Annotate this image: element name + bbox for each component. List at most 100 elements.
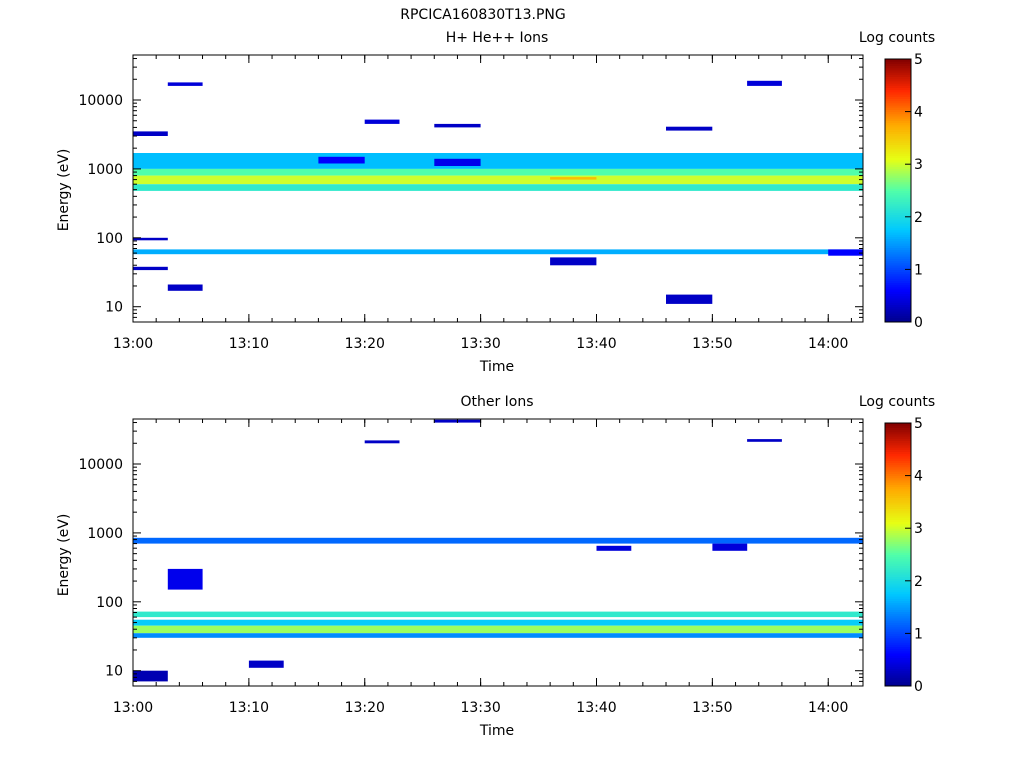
colorbar-label: Log counts <box>859 394 935 410</box>
heatmap-cell <box>133 168 863 176</box>
colorbar-label: Log counts <box>859 30 935 46</box>
colorbar-segment <box>885 168 911 172</box>
colorbar-segment <box>885 458 911 461</box>
heatmap-cell <box>550 177 597 180</box>
colorbar-segment <box>885 552 911 555</box>
colorbar-segment <box>885 192 911 196</box>
colorbar-segment <box>885 179 911 183</box>
colorbar-segment <box>885 124 911 128</box>
colorbar-segment <box>885 205 911 209</box>
y-tick-label: 100 <box>96 595 123 611</box>
colorbar-segment <box>885 153 911 156</box>
colorbar-tick-label: 2 <box>914 574 923 590</box>
colorbar-tick-label: 4 <box>914 105 923 121</box>
colorbar-segment <box>885 444 911 448</box>
colorbar-segment <box>885 247 911 251</box>
colorbar-segment <box>885 78 911 82</box>
x-tick-label: 13:30 <box>460 336 500 352</box>
colorbar-segment <box>885 664 911 667</box>
colorbar-segment <box>885 280 911 284</box>
colorbar-segment <box>885 438 911 442</box>
colorbar-segment <box>885 539 911 542</box>
colorbar-segment <box>885 208 911 211</box>
colorbar-segment <box>885 175 911 178</box>
colorbar-segment <box>885 675 911 678</box>
colorbar-segment <box>885 567 911 571</box>
heatmap-cell <box>133 266 168 271</box>
colorbar-segment <box>885 425 911 428</box>
colorbar-segment <box>885 646 911 650</box>
colorbar-segment <box>885 501 911 505</box>
colorbar-segment <box>885 493 911 496</box>
colorbar-segment <box>885 587 911 591</box>
colorbar-segment <box>885 629 911 632</box>
colorbar-segment <box>885 585 911 588</box>
colorbar-segment <box>885 622 911 626</box>
colorbar-segment <box>885 225 911 229</box>
colorbar-segment <box>885 473 911 477</box>
colorbar-segment <box>885 107 911 110</box>
colorbar-segment <box>885 201 911 205</box>
colorbar-segment <box>885 455 911 459</box>
heatmap-cell <box>133 619 863 626</box>
colorbar-segment <box>885 471 911 474</box>
heatmap-cell <box>550 257 597 266</box>
heatmap-cell <box>133 131 168 136</box>
colorbar-segment <box>885 162 911 165</box>
colorbar-segment <box>885 267 911 270</box>
colorbar-segment <box>885 313 911 316</box>
colorbar-segment <box>885 677 911 680</box>
x-tick-label: 13:10 <box>229 700 269 716</box>
colorbar-segment <box>885 80 911 84</box>
colorbar-segment <box>885 672 911 676</box>
heatmap-cell <box>133 237 168 241</box>
colorbar-segment <box>885 545 911 549</box>
heatmap-cell <box>747 439 782 442</box>
colorbar-segment <box>885 166 911 170</box>
colorbar-segment <box>885 94 911 97</box>
colorbar-tick-label: 3 <box>914 521 923 537</box>
colorbar-segment <box>885 69 911 73</box>
colorbar-segment <box>885 429 911 433</box>
x-tick-label: 13:50 <box>692 700 732 716</box>
colorbar-segment <box>885 528 911 531</box>
colorbar-segment <box>885 642 911 645</box>
colorbar-segment <box>885 479 911 483</box>
colorbar-segment <box>885 611 911 615</box>
colorbar-segment <box>885 258 911 262</box>
colorbar-segment <box>885 477 911 481</box>
colorbar-segment <box>885 541 911 545</box>
colorbar-segment <box>885 240 911 244</box>
heatmap-cell <box>133 670 168 682</box>
panel-title: H+ He++ Ions <box>446 30 549 46</box>
colorbar-segment <box>885 286 911 290</box>
colorbar-segment <box>885 550 911 553</box>
heatmap-cell <box>248 660 284 668</box>
colorbar-segment <box>885 302 911 305</box>
x-axis-title: Time <box>479 723 514 739</box>
x-tick-label: 13:20 <box>345 336 385 352</box>
colorbar-segment <box>885 486 911 490</box>
colorbar-segment <box>885 607 911 610</box>
colorbar-tick-label: 1 <box>914 262 923 278</box>
colorbar-segment <box>885 451 911 455</box>
colorbar-segment <box>885 506 911 509</box>
colorbar-segment <box>885 223 911 227</box>
heatmap-cell <box>828 249 863 256</box>
colorbar-segment <box>885 221 911 224</box>
heatmap-cell <box>712 543 748 551</box>
colorbar-segment <box>885 532 911 536</box>
colorbar-segment <box>885 462 911 466</box>
colorbar-segment <box>885 67 911 71</box>
colorbar-segment <box>885 148 911 152</box>
colorbar-segment <box>885 74 911 78</box>
colorbar-segment <box>885 508 911 512</box>
colorbar-segment <box>885 109 911 113</box>
colorbar-segment <box>885 262 911 266</box>
colorbar-segment <box>885 177 911 181</box>
colorbar-segment <box>885 155 911 159</box>
top-heatmap-panel: H+ He++ Ions Log counts Time Energy (eV)… <box>56 30 935 375</box>
colorbar-segment <box>885 449 911 452</box>
colorbar-segment <box>885 186 911 189</box>
heatmap-cell <box>318 156 365 164</box>
